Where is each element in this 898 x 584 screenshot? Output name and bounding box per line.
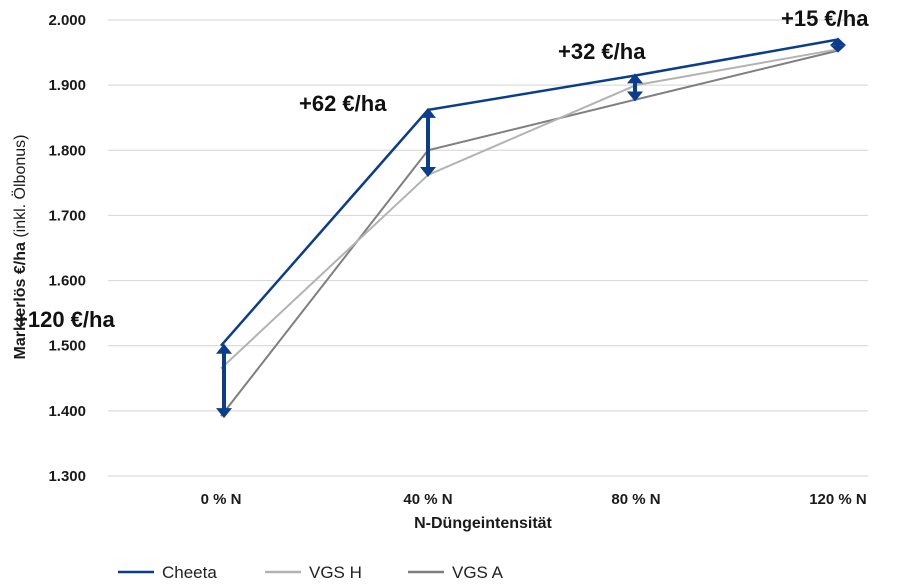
x-tick-label: 80 % N	[611, 491, 660, 508]
difference-label: +120 €/ha	[15, 307, 115, 332]
difference-label: +32 €/ha	[558, 39, 646, 64]
series-line-vgs-a	[220, 49, 839, 417]
legend-label: VGS H	[309, 563, 362, 582]
y-tick-label: 1.500	[48, 338, 86, 355]
legend-item: Cheeta	[118, 563, 217, 582]
arrow-head-down	[830, 45, 846, 53]
difference-arrows	[216, 37, 846, 419]
x-tick-label: 0 % N	[201, 491, 242, 508]
arrow-head-up	[627, 73, 643, 84]
legend-item: VGS A	[408, 563, 504, 582]
series-line-vgs-h	[220, 48, 839, 370]
y-tick-label: 1.900	[48, 77, 86, 94]
x-tick-label: 120 % N	[809, 491, 867, 508]
difference-label: +62 €/ha	[299, 91, 387, 116]
gridlines	[108, 19, 868, 477]
x-axis-ticks: 0 % N 40 % N 80 % N 120 % N	[201, 491, 867, 508]
x-axis-title: N-Düngeintensität	[414, 515, 552, 532]
y-axis-title-bold: Markterlös €/ha	[12, 242, 29, 359]
difference-arrow	[216, 343, 232, 419]
arrow-head-down	[216, 408, 232, 419]
difference-label: +15 €/ha	[781, 6, 869, 31]
legend-item: VGS H	[265, 563, 362, 582]
difference-arrow	[420, 107, 436, 178]
y-tick-label: 2.000	[48, 12, 86, 29]
arrow-head-down	[627, 91, 643, 102]
series-line-cheeta	[220, 38, 839, 347]
difference-arrow	[627, 73, 643, 102]
legend-label: VGS A	[452, 563, 504, 582]
legend-label: Cheeta	[162, 563, 217, 582]
y-axis-ticks: 1.300 1.400 1.500 1.600 1.700 1.800 1.900 2.000	[48, 12, 86, 485]
x-tick-label: 40 % N	[403, 491, 452, 508]
difference-arrow	[830, 37, 846, 53]
y-axis-title-normal: (inkl. Ölbonus)	[11, 135, 29, 243]
y-tick-label: 1.400	[48, 403, 86, 420]
y-tick-label: 1.300	[48, 468, 86, 485]
arrow-head-down	[420, 167, 436, 178]
y-tick-label: 1.800	[48, 142, 86, 159]
y-tick-label: 1.600	[48, 273, 86, 290]
legend: Cheeta VGS H VGS A	[118, 563, 504, 582]
series-lines	[220, 38, 839, 417]
arrow-head-up	[216, 343, 232, 354]
arrow-head-up	[420, 107, 436, 118]
y-axis-title: Markterlös €/ha (inkl. Ölbonus)	[11, 135, 29, 360]
arrow-head-up	[830, 37, 846, 46]
y-tick-label: 1.700	[48, 207, 86, 224]
annotations: +120 €/ha +62 €/ha +32 €/ha +15 €/ha	[15, 6, 869, 332]
